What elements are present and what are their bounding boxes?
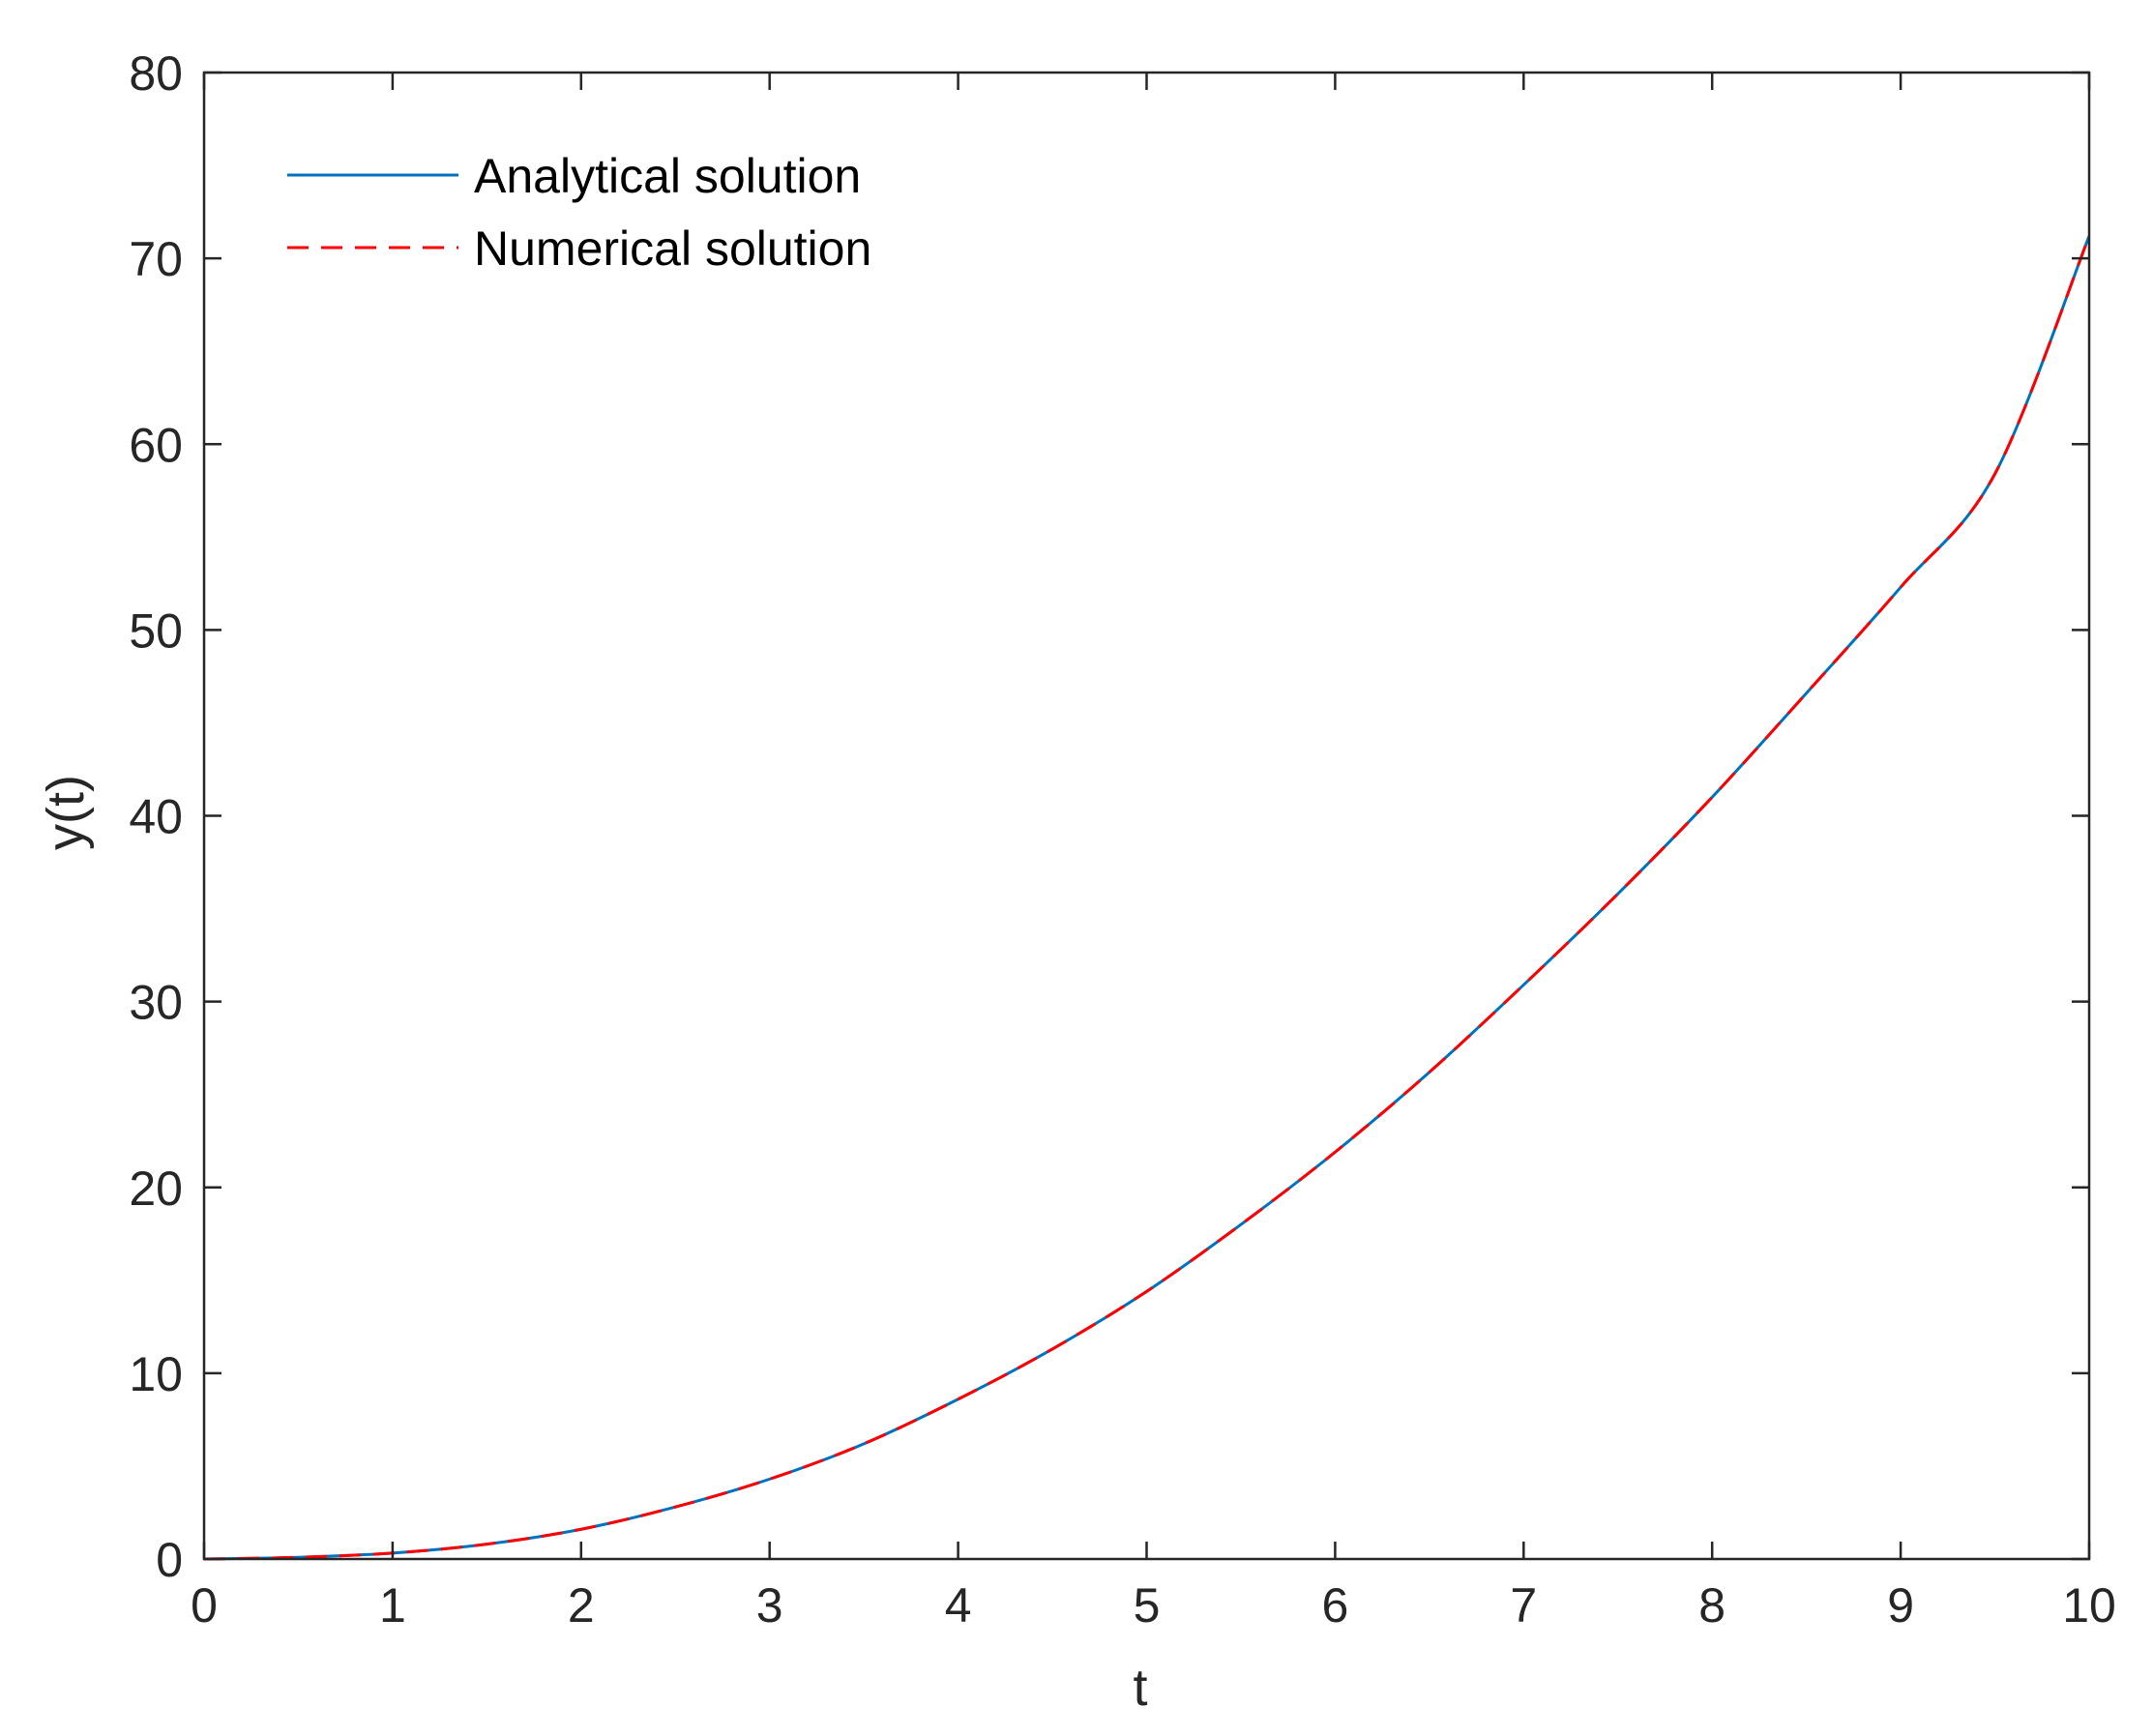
numerical-solution-line <box>203 235 2091 1561</box>
x-tick-label: 5 <box>1134 1578 1161 1633</box>
legend: Analytical solution Numerical solution <box>287 149 871 276</box>
x-axis-label: t <box>1133 1659 1147 1717</box>
x-tick-label: 0 <box>191 1578 218 1633</box>
y-tick-label: 40 <box>129 790 183 844</box>
x-tick-label: 4 <box>945 1578 972 1633</box>
y-axis-label: y(t) <box>37 775 95 850</box>
x-tick-label: 8 <box>1698 1578 1725 1633</box>
x-tick-label: 3 <box>756 1578 783 1633</box>
x-tick-label: 6 <box>1321 1578 1348 1633</box>
x-tick-label: 1 <box>379 1578 406 1633</box>
legend-numerical-label: Numerical solution <box>474 221 871 276</box>
y-tick-label: 20 <box>129 1162 183 1216</box>
x-tick-label: 7 <box>1510 1578 1537 1633</box>
x-tick-label: 9 <box>1887 1578 1914 1633</box>
y-tick-label: 10 <box>129 1347 183 1401</box>
y-tick-label: 50 <box>129 603 183 658</box>
y-tick-label: 70 <box>129 232 183 286</box>
y-tick-label: 60 <box>129 418 183 472</box>
legend-analytical-label: Analytical solution <box>474 149 861 203</box>
y-tick-label: 80 <box>129 46 183 101</box>
ticks-layer: 0 1 2 3 4 5 6 7 8 9 10 0 10 20 30 40 50 60 70 80 <box>129 46 2115 1633</box>
y-tick-label: 30 <box>129 976 183 1030</box>
x-tick-label: 2 <box>568 1578 595 1633</box>
y-tick-label: 0 <box>156 1533 183 1587</box>
x-tick-label: 10 <box>2062 1578 2116 1633</box>
series-layer <box>203 235 2091 1561</box>
